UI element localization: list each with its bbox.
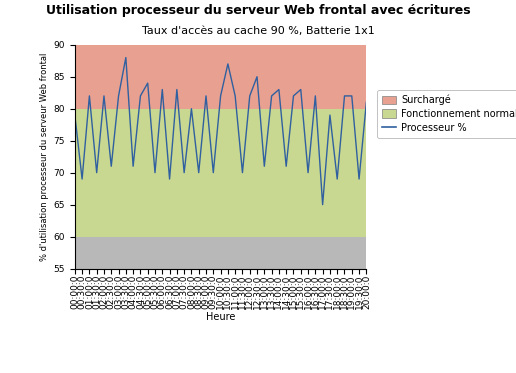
Bar xyxy=(75,109,366,236)
Text: Taux d'accès au cache 90 %, Batterie 1x1: Taux d'accès au cache 90 %, Batterie 1x1 xyxy=(141,26,375,36)
X-axis label: Heure: Heure xyxy=(206,312,235,322)
Bar xyxy=(75,236,366,269)
Bar xyxy=(75,45,366,109)
Text: Utilisation processeur du serveur Web frontal avec écritures: Utilisation processeur du serveur Web fr… xyxy=(46,4,470,17)
Y-axis label: % d'utilisation processeur du serveur Web frontal: % d'utilisation processeur du serveur We… xyxy=(40,53,50,261)
Legend: Surchargé, Fonctionnement normal, Processeur %: Surchargé, Fonctionnement normal, Proces… xyxy=(377,90,516,138)
